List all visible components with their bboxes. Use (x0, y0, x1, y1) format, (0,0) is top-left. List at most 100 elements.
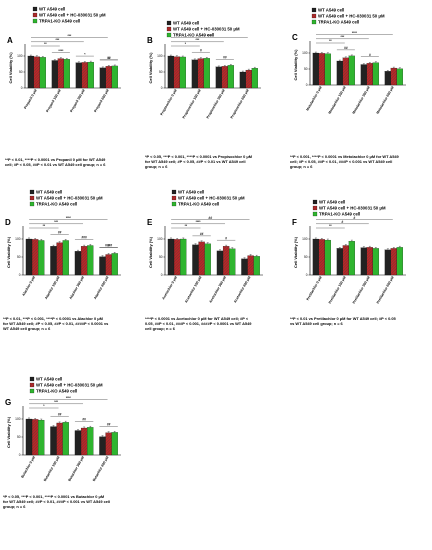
y-tick-label: 0 (21, 86, 23, 90)
legend-swatch (32, 18, 38, 24)
significance-label: *** (341, 35, 345, 39)
legend-swatch (29, 388, 35, 394)
bar-g-2-2 (87, 427, 94, 456)
legend-swatch (312, 199, 318, 205)
significance-label: **** (66, 216, 72, 220)
y-tick-label: 100 (15, 237, 21, 241)
y-axis-label: Cell Viability (%) (293, 236, 298, 268)
y-axis-label: Cell Viability (%) (148, 52, 153, 84)
bar-f-2-1 (366, 247, 373, 276)
bar-c-0-0 (312, 52, 319, 86)
legend-swatch (29, 376, 35, 382)
significance-label: **** (196, 220, 202, 224)
bar-f-3-0 (384, 249, 391, 276)
significance-label: # (369, 53, 371, 57)
bar-a-1-0 (51, 60, 58, 89)
legend-swatch (29, 382, 35, 388)
legend-swatch (171, 195, 177, 201)
panel-letter: B (147, 36, 153, 45)
legend-label: WT A549 cell (319, 200, 345, 205)
bar-f-3-1 (390, 248, 397, 276)
legend-label: WT A549 cell (178, 190, 204, 195)
legend-label: TRPA1-KO A549 cell (36, 389, 77, 394)
significance-label: ** (185, 224, 188, 228)
x-tick-label: Pretilachlor 150 μM (328, 275, 347, 304)
y-axis-label: Cell Viability (%) (8, 52, 13, 84)
legend-swatch (171, 189, 177, 195)
significance-label: * (43, 404, 45, 408)
significance-label: # (108, 56, 110, 60)
legend-label: WT A549 cell + HC-030031 50 μM (36, 383, 103, 388)
x-tick-label: Pretilachlor 300 μM (352, 275, 371, 304)
bar-e-1-1 (198, 241, 205, 276)
x-tick-label: Metolachlor 300 μM (352, 85, 371, 114)
significance-label: # (200, 48, 202, 52)
bar-b-1-0 (191, 59, 198, 89)
legend-swatch (311, 13, 317, 19)
bar-b-1-2 (203, 58, 210, 89)
x-tick-label: Acetochlor 300 μM (208, 275, 227, 303)
significance-label: ## (82, 417, 86, 421)
significance-label: ## (58, 412, 62, 416)
x-tick-label: Metolachlor 600 μM (376, 85, 395, 114)
significance-label: ## (107, 56, 111, 60)
legend-swatch (312, 211, 318, 217)
legend-swatch (32, 6, 38, 12)
panel-caption: **P < 0.01, ***P < 0.001, ****P < 0.0001… (3, 316, 108, 331)
x-tick-label: Propanil 0 μM (23, 88, 38, 109)
significance-label: ## (200, 232, 204, 236)
x-tick-label: Pretilachlor 600 μM (376, 275, 395, 304)
x-tick-label: Alachlor 0 μM (21, 275, 36, 296)
bar-a-2-2 (87, 61, 94, 89)
bar-d-2-1 (80, 246, 88, 276)
bar-f-3-2 (396, 247, 403, 276)
bar-c-3-0 (384, 71, 391, 86)
bar-c-2-1 (366, 63, 373, 86)
bar-a-3-1 (105, 66, 112, 89)
significance-label: *** (56, 38, 60, 42)
bar-b-3-0 (239, 71, 246, 89)
bar-g-0-0 (25, 418, 33, 456)
bar-e-3-0 (241, 258, 248, 276)
legend-label: WT A549 cell (173, 21, 199, 26)
bar-a-0-2 (39, 57, 46, 89)
y-tick-label: 100 (302, 237, 308, 241)
legend-swatch (29, 195, 35, 201)
significance-label: ### (81, 236, 87, 240)
bar-g-3-0 (99, 436, 106, 456)
panel-letter: D (5, 218, 11, 227)
bar-c-0-2 (324, 53, 331, 86)
y-tick-label: 0 (306, 273, 308, 277)
significance-label: **** (352, 31, 358, 35)
y-tick-label: 100 (15, 417, 21, 421)
legend-label: TRPA1-KO A549 cell (178, 202, 219, 207)
bar-a-0-0 (27, 55, 34, 89)
significance-label: ** (329, 39, 332, 43)
bar-e-2-0 (216, 250, 224, 276)
bar-c-2-2 (372, 62, 379, 86)
bar-e-1-2 (204, 243, 211, 276)
significance-label: **** (66, 396, 72, 400)
bar-e-0-2 (180, 238, 187, 276)
y-tick-label: 50 (159, 70, 163, 74)
bar-d-2-0 (74, 251, 82, 276)
bar-b-2-2 (227, 65, 234, 89)
y-axis-label: Cell Viability (%) (148, 236, 153, 268)
bar-c-1-2 (348, 55, 355, 86)
bar-f-2-2 (372, 248, 379, 276)
x-tick-label: Propisochlor 150 μM (182, 88, 202, 119)
x-tick-label: Metolachlor 150 μM (328, 85, 347, 114)
significance-label: ## (344, 46, 348, 50)
x-tick-label: Alachlor 600 μM (93, 275, 110, 300)
bar-a-2-0 (75, 62, 82, 89)
significance-label: **** (58, 49, 64, 53)
legend-label: WT A549 cell (36, 190, 62, 195)
y-tick-label: 50 (304, 67, 308, 71)
bar-b-1-1 (197, 58, 204, 89)
